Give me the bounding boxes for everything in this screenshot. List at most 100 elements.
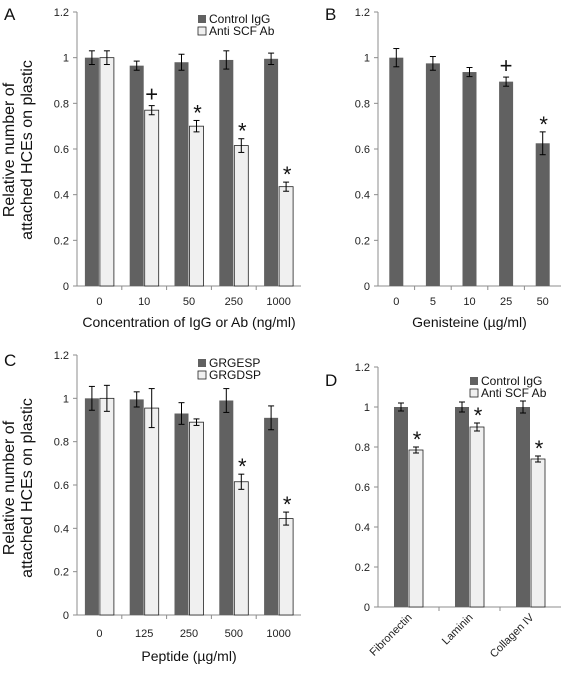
significance-marker-a: *	[283, 162, 292, 187]
x-tick-label-c: 1000	[266, 628, 290, 640]
x-axis-label-a: Concentration of IgG or Ab (ng/ml)	[82, 314, 295, 330]
x-tick-label-b: 25	[500, 296, 512, 308]
significance-marker-a: *	[238, 119, 247, 144]
bar-c-grgesp	[264, 417, 279, 615]
panel-letter-c: C	[4, 351, 16, 370]
y-tick-label-a: 0.2	[54, 235, 69, 247]
bar-b-value	[499, 81, 514, 287]
bar-a-control-igg	[174, 62, 189, 286]
x-tick-label-b: 5	[430, 296, 436, 308]
y-tick-label-c: 0.2	[54, 567, 69, 579]
chart-panel-d: D 0 0.2 0.4 0.6 0.8 1 1.2 Fibronectin Laminin Coll…	[325, 362, 561, 660]
significance-marker-d: *	[474, 403, 483, 428]
x-axis-label-c: Peptide (µg/ml)	[141, 648, 236, 664]
bar-c-grgdsp	[233, 481, 249, 616]
y-tick-label-b: 1.2	[355, 7, 370, 19]
y-tick-label-a: 1.2	[54, 7, 69, 19]
legend-swatch-d	[469, 388, 479, 398]
bar-c-grgdsp	[144, 407, 160, 616]
bar-c-grgdsp	[278, 518, 294, 616]
y-tick-label-b: 0.4	[355, 190, 370, 202]
bar-a-anti-scf-ab	[99, 57, 115, 287]
significance-marker-d: *	[535, 436, 544, 461]
bar-d-control-igg	[394, 407, 408, 607]
bar-c-grgesp	[219, 400, 234, 615]
x-tick-label-b: 10	[463, 296, 475, 308]
y-tick-label-c: 1	[63, 393, 69, 405]
bar-c-grgesp	[174, 413, 189, 615]
bar-c-grgesp	[129, 399, 144, 615]
y-tick-label-d: 0.2	[355, 562, 370, 574]
y-tick-label-a: 0.8	[54, 98, 69, 110]
y-tick-label-b: 0	[364, 281, 370, 293]
x-tick-label-c: 250	[180, 628, 198, 640]
y-tick-label-d: 0.6	[355, 482, 370, 494]
y-tick-label-c: 0.4	[54, 523, 69, 535]
x-tick-label-a: 50	[183, 296, 195, 308]
legend-label-c: GRGDSP	[209, 368, 261, 382]
legend-label-c: GRGESP	[209, 356, 260, 370]
y-axis-label-top-line1: Relative number of	[1, 82, 18, 217]
legend-swatch-c	[197, 370, 207, 380]
significance-marker-d: *	[413, 427, 422, 452]
bar-c-grgdsp	[99, 397, 115, 616]
y-tick-label-a: 0	[63, 281, 69, 293]
y-axis-label-top-line2: attached HCEs on plastic	[19, 60, 36, 240]
x-tick-label-a: 10	[138, 296, 150, 308]
x-tick-label-d: Fibronectin	[368, 612, 415, 659]
significance-marker-c: *	[238, 454, 247, 479]
y-tick-label-c: 0.8	[54, 437, 69, 449]
bar-a-control-igg	[264, 58, 279, 286]
y-tick-label-d: 0	[364, 602, 370, 614]
y-tick-label-b: 1	[364, 53, 370, 65]
legend-swatch-a	[197, 26, 207, 36]
y-axis-label-bottom-line1: Relative number of	[1, 420, 18, 555]
bar-c-grgesp	[84, 398, 99, 615]
chart-panel-c: C 0 0.2 0.4 0.6 0.8 1 1.2 0 125 250 500 1000 * * Peptid…	[4, 350, 301, 664]
y-tick-label-d: 0.4	[355, 522, 370, 534]
significance-marker-b: *	[539, 112, 548, 137]
bar-a-control-igg	[129, 65, 144, 287]
x-tick-label-c: 500	[225, 628, 243, 640]
panel-letter-d: D	[325, 371, 337, 390]
legend-label-d: Anti SCF Ab	[481, 386, 547, 400]
significance-marker-a: *	[193, 100, 202, 125]
bar-a-control-igg	[219, 59, 234, 287]
y-tick-label-a: 0.6	[54, 144, 69, 156]
panel-letter-a: A	[4, 5, 16, 24]
x-tick-label-d: Collagen IV	[488, 611, 537, 660]
bar-a-control-igg	[84, 57, 99, 286]
x-tick-label-a: 1000	[266, 296, 290, 308]
bar-d-control-igg	[455, 407, 469, 607]
bar-b-value	[535, 143, 550, 286]
y-axis-label-bottom-line2: attached HCEs on plastic	[19, 398, 36, 578]
significance-marker-b: +	[500, 53, 513, 78]
legend-swatch-d	[470, 377, 478, 385]
bar-a-anti-scf-ab	[144, 109, 160, 287]
legend-swatch-a	[198, 15, 206, 23]
x-tick-label-b: 50	[537, 296, 549, 308]
x-tick-label-c: 125	[135, 628, 153, 640]
legend-label-d: Control IgG	[481, 374, 542, 388]
y-tick-label-b: 0.6	[355, 144, 370, 156]
bar-c-grgdsp	[189, 421, 204, 616]
y-tick-label-c: 0.6	[54, 480, 69, 492]
chart-panel-a: A 0 0.2 0.4 0.6 0.8 1 1.2 0 10 50 250 1000 + * * * Concen…	[4, 5, 301, 330]
bar-d-control-igg	[516, 407, 530, 607]
bar-b-value	[389, 57, 404, 286]
x-tick-label-d: Laminin	[440, 612, 476, 648]
bar-b-value	[425, 63, 440, 286]
chart-panel-b: B 0 0.2 0.4 0.6 0.8 1 1.2 0 5 10 25 50 + * Genisteine (…	[325, 5, 561, 330]
y-tick-label-b: 0.8	[355, 98, 370, 110]
legend-swatch-c	[198, 359, 206, 367]
bar-d-anti-scf-ab	[530, 458, 546, 608]
bar-a-anti-scf-ab	[233, 145, 249, 287]
bar-b-value	[462, 72, 477, 286]
x-axis-label-b: Genisteine (µg/ml)	[412, 314, 527, 330]
bar-a-anti-scf-ab	[278, 186, 294, 287]
significance-marker-c: *	[283, 492, 292, 517]
y-tick-label-a: 1	[63, 53, 69, 65]
y-tick-label-b: 0.2	[355, 235, 370, 247]
x-tick-label-c: 0	[96, 628, 102, 640]
